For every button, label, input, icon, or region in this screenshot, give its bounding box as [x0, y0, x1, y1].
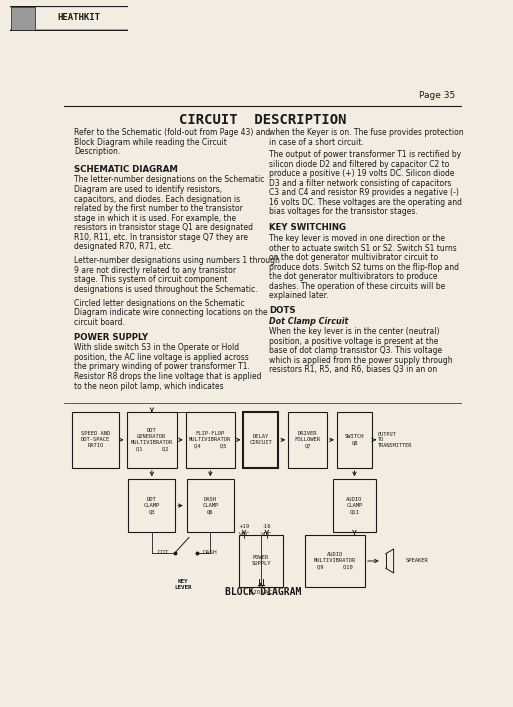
Text: DASH: DASH [203, 550, 218, 555]
Text: designated R70, R71, etc.: designated R70, R71, etc. [74, 243, 173, 251]
Text: resistors in transistor stage Q1 are designated: resistors in transistor stage Q1 are des… [74, 223, 253, 232]
Text: related by the first number to the transistor: related by the first number to the trans… [74, 204, 243, 213]
Text: produce dots. Switch S2 turns on the flip-flop and: produce dots. Switch S2 turns on the fli… [269, 263, 459, 272]
Text: With slide switch S3 in the Operate or Hold: With slide switch S3 in the Operate or H… [74, 344, 239, 352]
Bar [128, 479, 175, 532]
Text: OUTPUT
TO
TRANSMITTER: OUTPUT TO TRANSMITTER [378, 431, 412, 448]
Text: capacitors, and diodes. Each designation is: capacitors, and diodes. Each designation… [74, 194, 240, 204]
Text: DOT
GENERATOR
MULTIVIBRATOR
Q1      Q2: DOT GENERATOR MULTIVIBRATOR Q1 Q2 [131, 428, 173, 451]
Bar [239, 534, 283, 588]
Text: The output of power transformer T1 is rectified by: The output of power transformer T1 is re… [269, 150, 461, 159]
Text: base of dot clamp transistor Q3. This voltage: base of dot clamp transistor Q3. This vo… [269, 346, 442, 355]
Bar [186, 411, 234, 468]
Text: DELAY
CIRCUIT: DELAY CIRCUIT [250, 434, 272, 445]
Text: stage in which it is used. For example, the: stage in which it is used. For example, … [74, 214, 236, 223]
Text: Dot Clamp Circuit: Dot Clamp Circuit [269, 317, 348, 327]
Text: explained later.: explained later. [269, 291, 328, 300]
Text: stage. This system of circuit component: stage. This system of circuit component [74, 275, 227, 284]
Text: KEY SWITCHING: KEY SWITCHING [269, 223, 346, 233]
Text: The letter-number designations on the Schematic: The letter-number designations on the Sc… [74, 175, 264, 185]
Text: -16: -16 [263, 524, 271, 529]
Text: which is applied from the power supply through: which is applied from the power supply t… [269, 356, 452, 365]
Text: DOT: DOT [157, 550, 169, 555]
Text: Resistor R8 drops the line voltage that is applied: Resistor R8 drops the line voltage that … [74, 372, 262, 381]
Text: to the neon pilot lamp, which indicates: to the neon pilot lamp, which indicates [74, 382, 224, 390]
Text: +19: +19 [239, 524, 250, 529]
Text: SWITCH
Q8: SWITCH Q8 [345, 434, 364, 445]
Text: produce a positive (+) 19 volts DC. Silicon diode: produce a positive (+) 19 volts DC. Sili… [269, 169, 455, 178]
Text: Circled letter designations on the Schematic: Circled letter designations on the Schem… [74, 298, 245, 308]
Text: SPEAKER: SPEAKER [405, 559, 428, 563]
FancyBboxPatch shape [9, 6, 129, 30]
Bar [72, 411, 119, 468]
Text: POWER SUPPLY: POWER SUPPLY [74, 332, 148, 341]
Text: R10, R11, etc. In transistor stage Q7 they are: R10, R11, etc. In transistor stage Q7 th… [74, 233, 248, 242]
Text: HEATHKIT: HEATHKIT [57, 13, 100, 23]
Text: bias voltages for the transistor stages.: bias voltages for the transistor stages. [269, 207, 418, 216]
Bar [11, 7, 35, 30]
Text: Page 35: Page 35 [420, 91, 456, 100]
Text: The key lever is moved in one direction or the: The key lever is moved in one direction … [269, 234, 445, 243]
Text: C3 and C4 and resistor R9 provides a negative (-): C3 and C4 and resistor R9 provides a neg… [269, 188, 459, 197]
Text: When the key lever is in the center (neutral): When the key lever is in the center (neu… [269, 327, 439, 336]
Text: KEY
LEVER: KEY LEVER [174, 579, 192, 590]
Text: resistors R1, R5, and R6, biases Q3 in an on: resistors R1, R5, and R6, biases Q3 in a… [269, 366, 437, 374]
Bar [337, 411, 372, 468]
Text: 9 are not directly related to any transistor: 9 are not directly related to any transi… [74, 266, 236, 274]
Text: Refer to the Schematic (fold-out from Page 43) and: Refer to the Schematic (fold-out from Pa… [74, 129, 270, 137]
Text: Diagram indicate wire connecting locations on the: Diagram indicate wire connecting locatio… [74, 308, 268, 317]
Text: designations is used throughout the Schematic.: designations is used throughout the Sche… [74, 285, 258, 293]
Text: FLIP-FLOP
MULTIVIBRATOR
Q4      Q5: FLIP-FLOP MULTIVIBRATOR Q4 Q5 [189, 431, 231, 448]
Text: the primary winding of power transformer T1.: the primary winding of power transformer… [74, 363, 250, 371]
Text: dashes. The operation of these circuits will be: dashes. The operation of these circuits … [269, 282, 445, 291]
Text: Block Diagram while reading the Circuit: Block Diagram while reading the Circuit [74, 138, 227, 147]
Text: silicon diode D2 and filtered by capacitor C2 to: silicon diode D2 and filtered by capacit… [269, 160, 449, 169]
Text: circuit board.: circuit board. [74, 317, 125, 327]
Text: DOTS: DOTS [269, 306, 295, 315]
Text: BLOCK DIAGRAM: BLOCK DIAGRAM [225, 587, 301, 597]
Text: VDC: VDC [239, 532, 250, 537]
Text: Diagram are used to identify resistors,: Diagram are used to identify resistors, [74, 185, 222, 194]
Text: Description.: Description. [74, 148, 121, 156]
Text: AUDIO
MULTIVIBRATOR
Q9      Q10: AUDIO MULTIVIBRATOR Q9 Q10 [314, 552, 356, 569]
Bar [244, 411, 279, 468]
Text: position, the AC line voltage is applied across: position, the AC line voltage is applied… [74, 353, 249, 362]
Text: VDC: VDC [261, 532, 272, 537]
Text: DOT
CLAMP
Q3: DOT CLAMP Q3 [144, 497, 160, 514]
Text: on the dot generator multivibrator circuit to: on the dot generator multivibrator circu… [269, 253, 438, 262]
Text: 16 volts DC. These voltages are the operating and: 16 volts DC. These voltages are the oper… [269, 198, 462, 207]
Bar [187, 479, 234, 532]
Bar [333, 479, 376, 532]
Text: in case of a short circuit.: in case of a short circuit. [269, 138, 364, 147]
Text: position, a positive voltage is present at the: position, a positive voltage is present … [269, 337, 438, 346]
Text: other to actuate switch S1 or S2. Switch S1 turns: other to actuate switch S1 or S2. Switch… [269, 244, 457, 253]
Text: the dot generator multivibrators to produce: the dot generator multivibrators to prod… [269, 272, 438, 281]
Text: 120 VAC: 120 VAC [250, 590, 272, 595]
Bar [288, 411, 327, 468]
Text: AUDIO
CLAMP
Q11: AUDIO CLAMP Q11 [346, 497, 363, 514]
Text: D3 and a filter network consisting of capacitors: D3 and a filter network consisting of ca… [269, 179, 451, 188]
Text: CIRCUIT  DESCRIPTION: CIRCUIT DESCRIPTION [179, 113, 347, 127]
Bar [305, 534, 365, 588]
Text: DASH
CLAMP
Q6: DASH CLAMP Q6 [202, 497, 219, 514]
Bar [127, 411, 177, 468]
Text: when the Keyer is on. The fuse provides protection: when the Keyer is on. The fuse provides … [269, 129, 464, 137]
Text: SPEED AND
DOT-SPACE
RATIO: SPEED AND DOT-SPACE RATIO [81, 431, 110, 448]
Text: Letter-number designations using numbers 1 through: Letter-number designations using numbers… [74, 256, 280, 265]
Text: POWER
SUPPLY: POWER SUPPLY [251, 556, 271, 566]
Text: SCHEMATIC DIAGRAM: SCHEMATIC DIAGRAM [74, 165, 178, 174]
Text: DRIVER
FOLLOWER
Q7: DRIVER FOLLOWER Q7 [295, 431, 321, 448]
